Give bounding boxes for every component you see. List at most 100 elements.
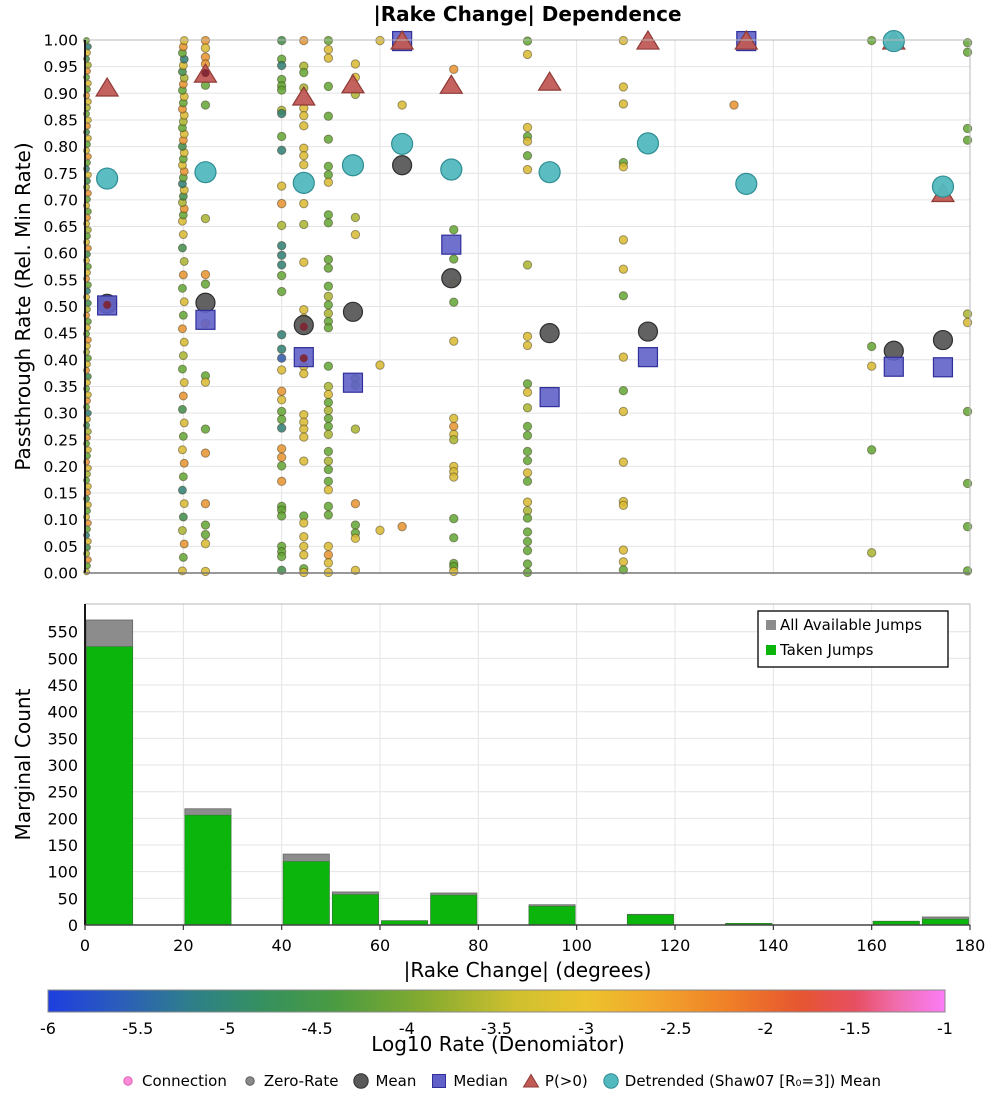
scatter-point — [522, 387, 533, 398]
scatter-point — [323, 381, 334, 392]
scatter-y-tick-label: 0.40 — [43, 351, 78, 369]
scatter-point — [522, 446, 533, 457]
scatter-point — [323, 397, 334, 408]
scatter-point — [178, 391, 188, 401]
scatter-point — [276, 353, 287, 363]
legend-swatch-all-available — [766, 620, 776, 630]
p-gt0-marker — [340, 73, 366, 94]
scatter-point — [178, 270, 188, 280]
detrended-mean-marker — [341, 154, 365, 177]
scatter-point — [200, 448, 211, 458]
detrended-mean-marker — [931, 175, 955, 198]
scatter-point — [323, 300, 334, 310]
scatter-y-tick-label: 0.75 — [43, 165, 78, 183]
scatter-point — [84, 116, 92, 124]
scatter-point — [84, 98, 92, 106]
scatter-point — [323, 541, 334, 552]
scatter-point — [276, 108, 287, 119]
square-legend-icon — [432, 1074, 447, 1088]
scatter-point — [866, 445, 877, 455]
square-legend-glyph — [432, 1074, 447, 1088]
scatter-point — [178, 310, 188, 320]
scatter-point — [323, 111, 334, 121]
scatter-point — [522, 379, 533, 389]
hist-x-tick-label: 60 — [370, 936, 390, 955]
colorbar — [47, 989, 946, 1013]
scatter-point — [522, 513, 533, 523]
scatter-point — [84, 391, 92, 399]
scatter-point — [618, 565, 629, 575]
scatter-point — [350, 59, 361, 69]
scatter-point — [84, 134, 92, 142]
scatter-point — [84, 519, 92, 527]
circle-legend-glyph — [603, 1073, 619, 1089]
scatter-point — [177, 243, 187, 253]
scatter-point — [84, 318, 92, 326]
scatter-point — [449, 472, 459, 482]
dot-legend-glyph — [245, 1076, 255, 1086]
mean-marker — [195, 292, 216, 313]
scatter-point — [84, 354, 92, 362]
triangle-legend-glyph — [522, 1073, 540, 1088]
scatter-y-tick-label: 0.85 — [43, 111, 78, 129]
scatter-point — [299, 121, 309, 131]
scatter-point — [299, 432, 309, 442]
scatter-point — [276, 35, 287, 46]
scatter-point — [350, 229, 361, 240]
scatter-y-tick-label: 0.55 — [43, 271, 78, 289]
scatter-point — [618, 235, 629, 245]
scatter-point — [618, 500, 629, 511]
scatter-point — [618, 82, 629, 92]
scatter-point — [200, 538, 211, 549]
bar-taken-jumps — [282, 861, 330, 926]
scatter-point — [84, 446, 92, 454]
scatter-y-tick-label: 0.30 — [43, 405, 78, 423]
scatter-point — [323, 177, 334, 188]
scatter-point — [179, 378, 189, 388]
scatter-point — [323, 413, 334, 424]
scatter-point — [397, 100, 407, 110]
hist-x-tick-label: 0 — [80, 936, 90, 955]
scatter-point — [323, 53, 334, 63]
scatter-point — [522, 559, 533, 569]
scatter-point — [276, 461, 287, 471]
scatter-point — [522, 527, 533, 537]
scatter-point — [179, 337, 189, 347]
scatter-y-tick-label: 0.90 — [43, 85, 78, 103]
scatter-point — [866, 548, 877, 558]
hist-y-tick-label: 200 — [47, 809, 78, 828]
hist-y-tick-label: 0 — [68, 916, 78, 935]
scatter-point — [522, 421, 533, 432]
mean-marker — [932, 329, 954, 351]
scatter-y-tick-label: 0.80 — [43, 138, 78, 156]
scatter-point — [299, 304, 309, 315]
zero-rate-marker — [201, 69, 210, 78]
bar-taken-jumps — [332, 894, 379, 926]
figure-legend-label: Detrended (Shaw07 [R₀=3]) Mean — [624, 1072, 881, 1090]
colorbar-tick-label: -3.5 — [481, 1019, 512, 1038]
scatter-point — [299, 550, 309, 560]
scatter-point — [350, 533, 361, 544]
hist-x-tick-label: 120 — [660, 936, 691, 955]
scatter-point — [323, 464, 334, 475]
scatter-y-tick-label: 0.15 — [43, 485, 78, 503]
scatter-point — [618, 99, 629, 109]
scatter-point — [323, 421, 334, 432]
p-gt0-marker — [439, 74, 464, 94]
scatter-point — [276, 395, 287, 405]
scatter-point — [276, 330, 287, 340]
scatter-point — [375, 360, 385, 370]
median-marker — [195, 309, 216, 330]
scatter-point — [522, 497, 533, 507]
scatter-point — [177, 283, 187, 293]
scatter-point — [84, 226, 92, 234]
scatter-y-tick-label: 0.25 — [43, 431, 78, 449]
scatter-point — [449, 566, 459, 577]
hist-y-tick-label: 350 — [47, 729, 78, 748]
detrended-mean-marker — [391, 132, 414, 156]
scatter-y-tick-label: 0.20 — [43, 458, 78, 476]
scatter-point — [84, 43, 92, 51]
scatter-point — [449, 64, 459, 75]
scatter-point — [84, 501, 92, 509]
scatter-point — [618, 352, 629, 362]
